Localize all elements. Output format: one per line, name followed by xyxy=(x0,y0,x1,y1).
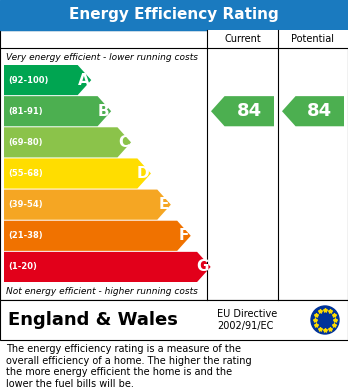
Polygon shape xyxy=(4,96,111,126)
Bar xyxy=(0,340,348,391)
Text: A: A xyxy=(78,73,89,88)
Text: (21-38): (21-38) xyxy=(8,231,42,240)
Polygon shape xyxy=(282,96,344,126)
Text: (81-91): (81-91) xyxy=(8,107,42,116)
Text: Very energy efficient - lower running costs: Very energy efficient - lower running co… xyxy=(6,52,198,61)
Text: Potential: Potential xyxy=(292,34,334,44)
Bar xyxy=(0,0,348,30)
Text: B: B xyxy=(97,104,109,119)
Text: C: C xyxy=(118,135,129,150)
Text: E: E xyxy=(158,197,169,212)
Text: Energy Efficiency Rating: Energy Efficiency Rating xyxy=(69,7,279,23)
Text: (39-54): (39-54) xyxy=(8,200,42,209)
Bar xyxy=(0,300,348,340)
Text: (69-80): (69-80) xyxy=(8,138,42,147)
Polygon shape xyxy=(4,65,91,95)
Bar xyxy=(207,30,348,48)
Text: 84: 84 xyxy=(307,102,332,120)
Polygon shape xyxy=(4,221,191,251)
Polygon shape xyxy=(4,190,171,220)
Polygon shape xyxy=(4,158,151,188)
Polygon shape xyxy=(4,127,131,158)
Text: (55-68): (55-68) xyxy=(8,169,43,178)
Text: The energy efficiency rating is a measure of the
overall efficiency of a home. T: The energy efficiency rating is a measur… xyxy=(6,344,252,389)
Text: 84: 84 xyxy=(237,102,262,120)
Text: EU Directive
2002/91/EC: EU Directive 2002/91/EC xyxy=(217,309,277,331)
Polygon shape xyxy=(211,96,274,126)
Text: F: F xyxy=(179,228,189,243)
Text: Not energy efficient - higher running costs: Not energy efficient - higher running co… xyxy=(6,287,198,296)
Text: England & Wales: England & Wales xyxy=(8,311,178,329)
Text: (92-100): (92-100) xyxy=(8,75,48,84)
Polygon shape xyxy=(4,252,211,282)
Text: Current: Current xyxy=(224,34,261,44)
Bar xyxy=(0,30,348,300)
Text: G: G xyxy=(196,260,209,274)
Text: (1-20): (1-20) xyxy=(8,262,37,271)
Circle shape xyxy=(311,306,339,334)
Text: D: D xyxy=(136,166,149,181)
